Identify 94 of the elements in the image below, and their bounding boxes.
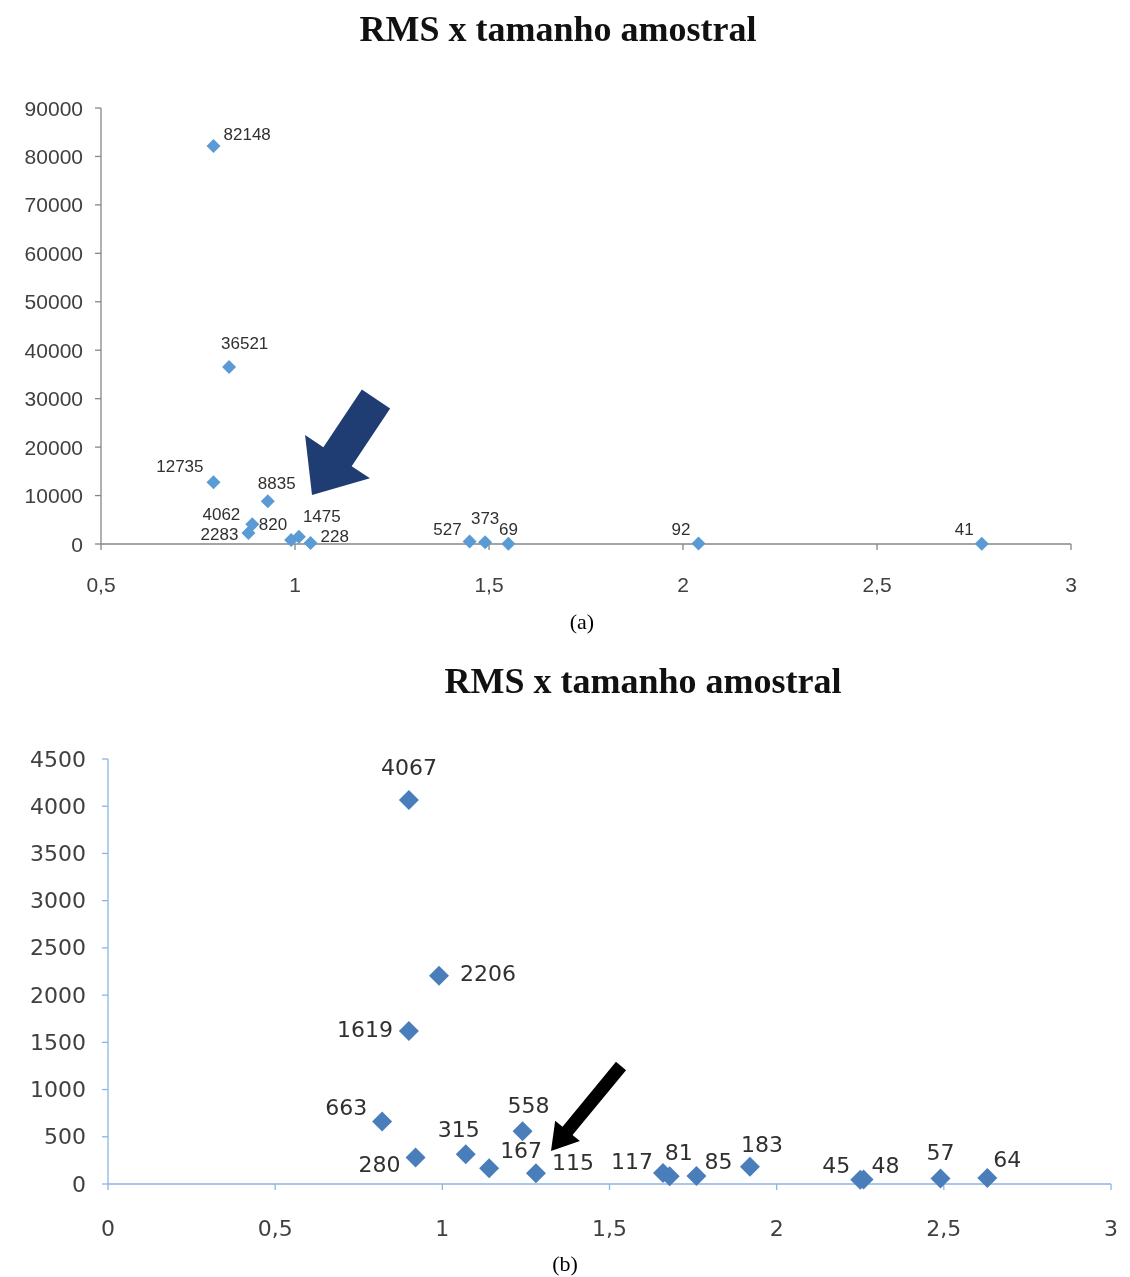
point — [691, 536, 706, 551]
data-label: 117 — [610, 1149, 653, 1175]
point — [525, 1163, 546, 1184]
x-tick-label: 1,5 — [592, 1215, 627, 1241]
y-tick-label: 90000 — [24, 96, 83, 120]
y-tick-label: 0 — [71, 532, 83, 556]
data-label: 167 — [500, 1137, 543, 1163]
point — [206, 139, 221, 154]
y-tick-label: 60000 — [24, 241, 83, 265]
x-tick-label: 1,5 — [474, 572, 504, 596]
y-tick-label: 1000 — [30, 1077, 86, 1103]
data-label: 558 — [507, 1092, 550, 1118]
data-label: 1475 — [302, 507, 341, 527]
y-tick-label: 10000 — [24, 484, 83, 508]
point — [245, 517, 260, 532]
data-label: 45 — [822, 1153, 851, 1179]
chart-title: RMS x tamanho amostral — [359, 9, 757, 49]
point — [478, 535, 493, 550]
point — [462, 534, 477, 549]
y-tick-label: 3000 — [30, 888, 86, 914]
x-tick-label: 3 — [1065, 572, 1077, 596]
data-label: 57 — [926, 1140, 955, 1166]
x-tick-label: 0,5 — [257, 1215, 293, 1241]
y-tick-label: 0 — [72, 1171, 86, 1197]
x-tick-label: 2 — [677, 572, 689, 596]
y-tick-label: 30000 — [24, 387, 83, 411]
y-tick-label: 4000 — [30, 793, 86, 819]
point — [686, 1165, 707, 1186]
data-label: 4062 — [202, 504, 241, 524]
point — [501, 536, 516, 551]
data-label: 228 — [320, 527, 349, 547]
data-label: 183 — [740, 1132, 783, 1158]
x-tick-label: 1 — [289, 572, 301, 596]
y-tick-label: 50000 — [24, 290, 83, 314]
data-label: 81 — [664, 1139, 693, 1165]
data-label: 1619 — [336, 1016, 393, 1042]
y-tick-label: 3500 — [30, 840, 86, 866]
y-tick-label: 70000 — [24, 193, 83, 217]
point — [405, 1147, 426, 1168]
text: (a) — [569, 609, 595, 634]
data-label: 92 — [671, 520, 691, 540]
y-tick-label: 4500 — [30, 746, 86, 772]
point — [739, 1156, 760, 1177]
data-label: 115 — [551, 1149, 594, 1175]
data-label: 85 — [704, 1149, 733, 1175]
x-tick-label: 2,5 — [926, 1215, 962, 1241]
point — [398, 789, 419, 810]
data-label: 663 — [325, 1094, 368, 1120]
point — [428, 965, 449, 986]
data-label: 12735 — [156, 456, 204, 476]
data-label: 373 — [470, 508, 500, 528]
x-tick-label: 1 — [435, 1215, 450, 1241]
data-label: 69 — [498, 520, 518, 540]
point — [974, 536, 989, 551]
data-label: 2283 — [200, 525, 239, 545]
x-tick-label: 0,5 — [86, 572, 116, 596]
point — [303, 535, 318, 550]
data-label: 48 — [871, 1152, 900, 1178]
data-label: 315 — [437, 1116, 480, 1142]
point — [977, 1167, 998, 1188]
point — [455, 1144, 476, 1165]
point — [260, 494, 275, 509]
point — [512, 1121, 533, 1142]
point — [930, 1168, 951, 1189]
x-tick-label: 2 — [769, 1215, 784, 1241]
point — [372, 1111, 393, 1132]
point — [479, 1158, 500, 1179]
y-tick-label: 2000 — [30, 982, 86, 1008]
y-tick-label: 80000 — [24, 144, 83, 168]
data-label: 64 — [993, 1147, 1022, 1173]
data-label: 41 — [954, 520, 974, 540]
y-tick-label: 40000 — [24, 338, 83, 362]
data-label: 82148 — [223, 124, 271, 144]
data-label: 8835 — [257, 473, 296, 493]
data-label: 4067 — [380, 755, 437, 781]
text: (b) — [552, 1251, 578, 1276]
data-label: 36521 — [221, 333, 269, 353]
point — [206, 475, 221, 490]
y-tick-label: 1500 — [30, 1029, 86, 1055]
data-label: 2206 — [459, 961, 516, 987]
point — [222, 360, 237, 375]
point — [398, 1021, 419, 1042]
y-tick-label: 2500 — [30, 935, 86, 961]
data-label: 280 — [358, 1152, 401, 1178]
x-tick-label: 2,5 — [862, 572, 892, 596]
point — [291, 529, 306, 544]
data-label: 820 — [258, 514, 288, 534]
x-tick-label: 3 — [1104, 1215, 1118, 1241]
y-tick-label: 500 — [44, 1124, 86, 1150]
chart-title: RMS x tamanho amostral — [444, 661, 842, 701]
data-label: 527 — [433, 519, 462, 539]
x-tick-label: 0 — [101, 1215, 115, 1241]
y-tick-label: 20000 — [24, 435, 83, 459]
point — [241, 525, 256, 540]
